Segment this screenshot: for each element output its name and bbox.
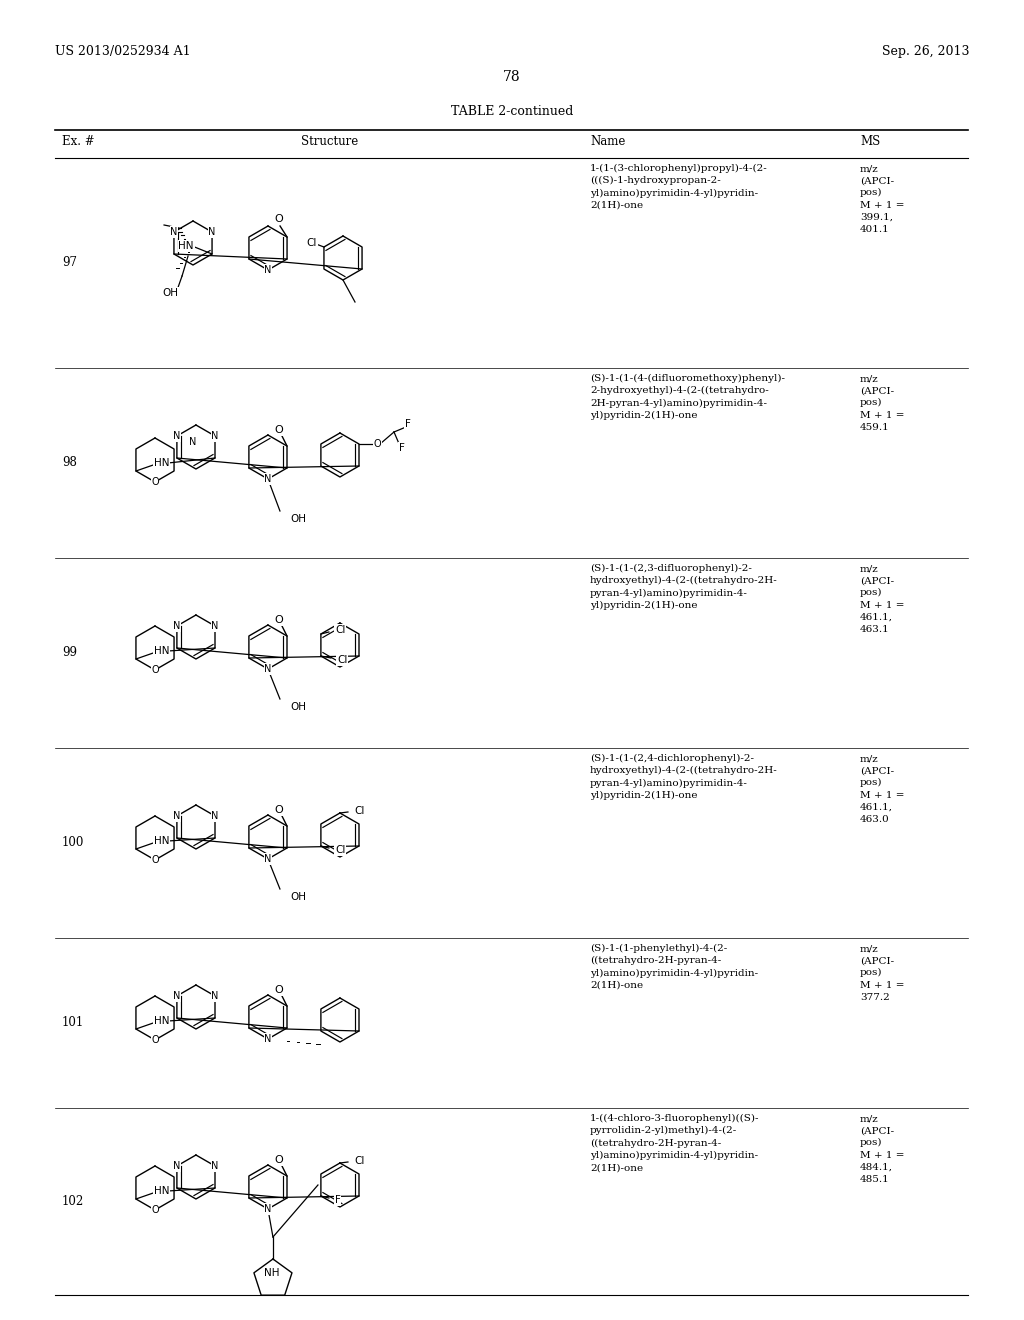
Text: OH: OH [290,513,306,524]
Text: HN: HN [155,1016,170,1026]
Text: NH: NH [264,1267,280,1278]
Text: Cl: Cl [354,1156,365,1166]
Text: 78: 78 [503,70,521,84]
Text: N: N [264,854,271,865]
Text: N: N [211,432,219,441]
Text: N: N [170,227,177,238]
Text: Cl: Cl [354,807,365,816]
Text: m/z
(APCI-
pos)
M + 1 =
461.1,
463.1: m/z (APCI- pos) M + 1 = 461.1, 463.1 [860,564,904,634]
Text: m/z
(APCI-
pos)
M + 1 =
461.1,
463.0: m/z (APCI- pos) M + 1 = 461.1, 463.0 [860,754,904,824]
Text: N: N [211,1162,219,1171]
Text: (S)-1-(1-phenylethyl)-4-(2-
((tetrahydro-2H-pyran-4-
yl)amino)pyrimidin-4-yl)pyr: (S)-1-(1-phenylethyl)-4-(2- ((tetrahydro… [590,944,758,990]
Text: 98: 98 [62,457,77,470]
Text: N: N [264,265,271,275]
Text: O: O [274,615,284,624]
Text: Structure: Structure [301,135,358,148]
Text: Name: Name [590,135,626,148]
Text: MS: MS [860,135,881,148]
Text: N: N [173,991,180,1001]
Text: 1-((4-chloro-3-fluorophenyl)((S)-
pyrrolidin-2-yl)methyl)-4-(2-
((tetrahydro-2H-: 1-((4-chloro-3-fluorophenyl)((S)- pyrrol… [590,1114,760,1172]
Text: O: O [274,1155,284,1166]
Text: 100: 100 [62,837,84,850]
Text: TABLE 2-continued: TABLE 2-continued [451,106,573,117]
Text: Cl: Cl [335,845,345,855]
Text: N: N [173,432,180,441]
Text: Sep. 26, 2013: Sep. 26, 2013 [883,45,970,58]
Text: HN: HN [155,836,170,846]
Text: OH: OH [162,288,178,298]
Text: O: O [374,440,382,449]
Text: 102: 102 [62,1195,84,1208]
Text: m/z
(APCI-
pos)
M + 1 =
377.2: m/z (APCI- pos) M + 1 = 377.2 [860,944,904,1002]
Text: Cl: Cl [337,655,347,665]
Text: O: O [274,805,284,814]
Text: m/z
(APCI-
pos)
M + 1 =
484.1,
485.1: m/z (APCI- pos) M + 1 = 484.1, 485.1 [860,1114,904,1184]
Text: O: O [152,665,159,675]
Text: O: O [152,477,159,487]
Text: 99: 99 [62,647,77,660]
Text: N: N [173,1162,180,1171]
Text: O: O [274,214,284,224]
Text: HN: HN [155,645,170,656]
Text: F: F [406,418,411,429]
Text: N: N [173,620,180,631]
Text: Cl: Cl [335,624,345,635]
Text: N: N [264,1204,271,1214]
Text: Ex. #: Ex. # [62,135,94,148]
Text: F: F [335,1195,341,1205]
Text: (S)-1-(1-(2,4-dichlorophenyl)-2-
hydroxyethyl)-4-(2-((tetrahydro-2H-
pyran-4-yl): (S)-1-(1-(2,4-dichlorophenyl)-2- hydroxy… [590,754,778,800]
Text: N: N [173,810,180,821]
Text: N: N [211,991,219,1001]
Text: N: N [211,810,219,821]
Text: O: O [152,1035,159,1045]
Text: F: F [399,444,404,453]
Text: N: N [264,1034,271,1044]
Text: N: N [264,664,271,675]
Text: (S)-1-(1-(2,3-difluorophenyl)-2-
hydroxyethyl)-4-(2-((tetrahydro-2H-
pyran-4-yl): (S)-1-(1-(2,3-difluorophenyl)-2- hydroxy… [590,564,778,610]
Text: (S)-1-(1-(4-(difluoromethoxy)phenyl)-
2-hydroxyethyl)-4-(2-((tetrahydro-
2H-pyra: (S)-1-(1-(4-(difluoromethoxy)phenyl)- 2-… [590,374,785,420]
Text: N: N [208,227,216,238]
Text: OH: OH [290,702,306,711]
Text: N: N [211,620,219,631]
Text: HN: HN [155,1185,170,1196]
Text: 1-(1-(3-chlorophenyl)propyl)-4-(2-
(((S)-1-hydroxypropan-2-
yl)amino)pyrimidin-4: 1-(1-(3-chlorophenyl)propyl)-4-(2- (((S)… [590,164,768,210]
Text: N: N [189,437,197,447]
Text: O: O [152,855,159,865]
Text: 97: 97 [62,256,77,269]
Text: m/z
(APCI-
pos)
M + 1 =
459.1: m/z (APCI- pos) M + 1 = 459.1 [860,374,904,432]
Text: N: N [264,474,271,484]
Text: Cl: Cl [307,238,317,248]
Text: OH: OH [290,892,306,902]
Text: HN: HN [155,458,170,469]
Text: HN: HN [178,242,194,251]
Text: O: O [274,985,284,995]
Text: O: O [274,425,284,436]
Text: US 2013/0252934 A1: US 2013/0252934 A1 [55,45,190,58]
Text: m/z
(APCI-
pos)
M + 1 =
399.1,
401.1: m/z (APCI- pos) M + 1 = 399.1, 401.1 [860,164,904,234]
Text: 101: 101 [62,1016,84,1030]
Text: O: O [152,1205,159,1214]
